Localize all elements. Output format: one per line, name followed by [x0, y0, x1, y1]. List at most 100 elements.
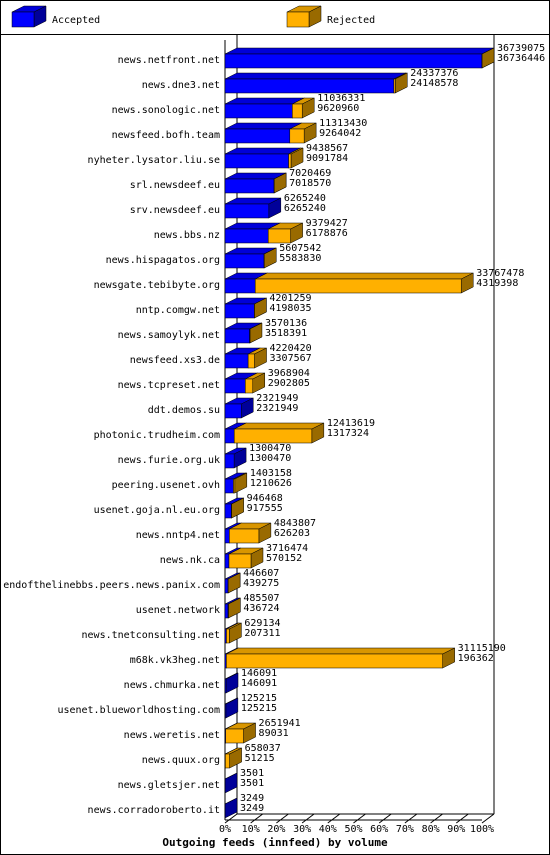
bar-rejected: [226, 647, 455, 669]
bar-accepted: [224, 797, 238, 819]
y-tick-label: news.bbs.nz: [154, 230, 220, 241]
bar-rejected-front: [254, 278, 462, 294]
bar-accepted-front: [224, 578, 229, 594]
value-label-total: 125215: [241, 693, 277, 704]
bar-rejected-front: [228, 553, 252, 569]
x-tick-label: 80%: [422, 824, 440, 835]
y-tick-label: usenet.blueworldhosting.com: [57, 705, 220, 716]
x-tick: [276, 813, 289, 824]
y-tick-label: news.gletsjer.net: [118, 780, 220, 791]
bar-accepted: [224, 672, 239, 694]
bar-rejected: [231, 497, 244, 519]
bar-rejected: [393, 72, 408, 94]
value-label-total: 33767478: [476, 268, 524, 279]
value-label-accepted: 3518391: [265, 328, 307, 339]
bar-rejected: [288, 147, 304, 169]
value-label-accepted: 439275: [243, 578, 279, 589]
bar-rejected-front: [292, 103, 303, 119]
bar-rejected-front: [245, 378, 254, 394]
bar-rejected-front: [247, 353, 255, 369]
value-label-accepted: 36736446: [497, 53, 545, 64]
legend-swatch-front: [11, 11, 35, 28]
x-tick-label: 30%: [293, 824, 311, 835]
x-tick-label: 100%: [470, 824, 494, 835]
bar-accepted-top: [224, 97, 305, 105]
value-label-total: 12413619: [327, 418, 375, 429]
y-tick-label: news.tnetconsulting.net: [82, 630, 220, 641]
value-label-total: 446607: [243, 568, 279, 579]
y-tick-label: newsfeed.xs3.de: [130, 355, 220, 366]
x-tick: [481, 813, 495, 824]
bar-rejected: [226, 622, 242, 644]
bar-rejected: [263, 247, 277, 269]
bar-accepted-front: [224, 678, 227, 694]
value-label-accepted: 24148578: [410, 78, 458, 89]
x-tick-label: 50%: [344, 824, 362, 835]
bar-rejected: [225, 747, 242, 769]
value-label-accepted: 1300470: [249, 453, 291, 464]
bar-rejected-front: [229, 528, 260, 544]
bar-accepted-front: [224, 603, 229, 619]
bar-rejected: [481, 47, 495, 69]
y-tick-label: usenet.goja.nl.eu.org: [94, 505, 220, 516]
value-label-accepted: 626203: [274, 528, 310, 539]
bar-accepted-front: [224, 228, 269, 244]
value-label-total: 9438567: [306, 143, 348, 154]
bar-rejected-front: [233, 478, 236, 494]
bar-rejected: [292, 97, 315, 119]
x-tick: [455, 813, 469, 824]
x-tick: [224, 813, 238, 824]
x-tick-label: 20%: [267, 824, 285, 835]
value-label-total: 485507: [243, 593, 279, 604]
value-label-accepted: 436724: [243, 603, 279, 614]
bar-accepted: [224, 47, 495, 69]
value-label-total: 4201259: [269, 293, 311, 304]
value-label-accepted: 6178876: [306, 228, 348, 239]
bar-accepted-top: [224, 122, 302, 130]
bar-accepted: [224, 697, 239, 719]
legend-swatch: [286, 5, 322, 28]
y-tick-label: news.hispagatos.org: [106, 255, 220, 266]
value-label-total: 2651941: [259, 718, 301, 729]
y-tick-label: photonic.trudheim.com: [94, 430, 220, 441]
bar-rejected: [227, 597, 241, 619]
bar-accepted-front: [224, 553, 230, 569]
y-tick-label: m68k.vk3heg.net: [130, 655, 220, 666]
legend-label: Accepted: [52, 15, 100, 26]
bar-rejected: [249, 322, 263, 344]
y-tick-label: nyheter.lysator.liu.se: [88, 155, 220, 166]
y-tick-label: news.corradoroberto.it: [88, 805, 220, 816]
bar-rejected-front: [225, 753, 230, 769]
bar-accepted-top: [224, 147, 301, 155]
bar-rejected: [233, 422, 325, 444]
value-label-total: 5607542: [279, 243, 321, 254]
bar-accepted-front: [224, 478, 234, 494]
bar-accepted-front: [224, 78, 395, 94]
value-label-total: 146091: [241, 668, 277, 679]
value-label-total: 3570136: [265, 318, 307, 329]
bar-rejected-front: [226, 628, 230, 644]
x-tick-label: 10%: [242, 824, 260, 835]
bar-rejected: [227, 572, 241, 594]
value-label-accepted: 5583830: [279, 253, 321, 264]
bar-rejected: [233, 472, 248, 494]
y-tick-label: news.chmurka.net: [124, 680, 220, 691]
bar-rejected: [245, 372, 266, 394]
bar-rejected: [289, 122, 317, 144]
value-label-total: 3968904: [268, 368, 310, 379]
y-tick-label: ddt.demos.su: [148, 405, 220, 416]
bar-accepted-front: [224, 178, 275, 194]
chart-title: Outgoing feeds (innfeed) by volume: [162, 836, 388, 849]
value-label-accepted: 3249: [240, 803, 264, 814]
bar-rejected-front: [226, 653, 443, 669]
bar-rejected: [273, 172, 287, 194]
bar-rejected-top: [255, 272, 474, 280]
bar-accepted-front: [224, 128, 291, 144]
bar-accepted: [224, 447, 247, 469]
bar-accepted-front: [224, 453, 235, 469]
legend-swatch: [11, 5, 47, 28]
bar-accepted-front: [224, 353, 249, 369]
value-label-accepted: 6265240: [284, 203, 326, 214]
value-label-total: 31115190: [458, 643, 506, 654]
